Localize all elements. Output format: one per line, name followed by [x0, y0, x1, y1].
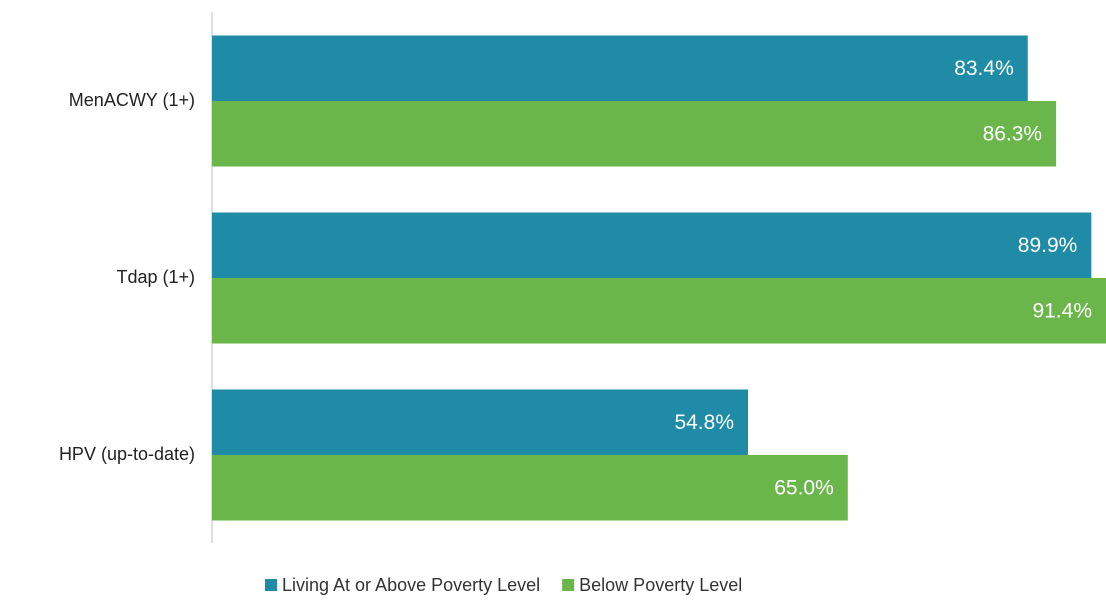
y-tick-label: Tdap (1+) [116, 267, 195, 287]
data-label: 65.0% [774, 476, 834, 499]
data-label: 89.9% [1018, 234, 1078, 257]
data-label: 54.8% [674, 411, 734, 434]
bar [212, 278, 1106, 344]
data-label: 83.4% [954, 57, 1014, 80]
y-tick-label: HPV (up-to-date) [59, 444, 195, 464]
bar [212, 455, 848, 521]
bar [212, 35, 1028, 101]
legend-swatch [562, 579, 575, 591]
y-tick-label: MenACWY (1+) [69, 90, 195, 110]
bar [212, 389, 749, 455]
legend-label: Living At or Above Poverty Level [282, 575, 540, 595]
bar [212, 101, 1057, 167]
bar [212, 212, 1092, 278]
legend-label: Below Poverty Level [579, 575, 742, 595]
legend-swatch [265, 579, 277, 591]
data-label: 86.3% [983, 122, 1043, 145]
data-label: 91.4% [1032, 299, 1092, 322]
